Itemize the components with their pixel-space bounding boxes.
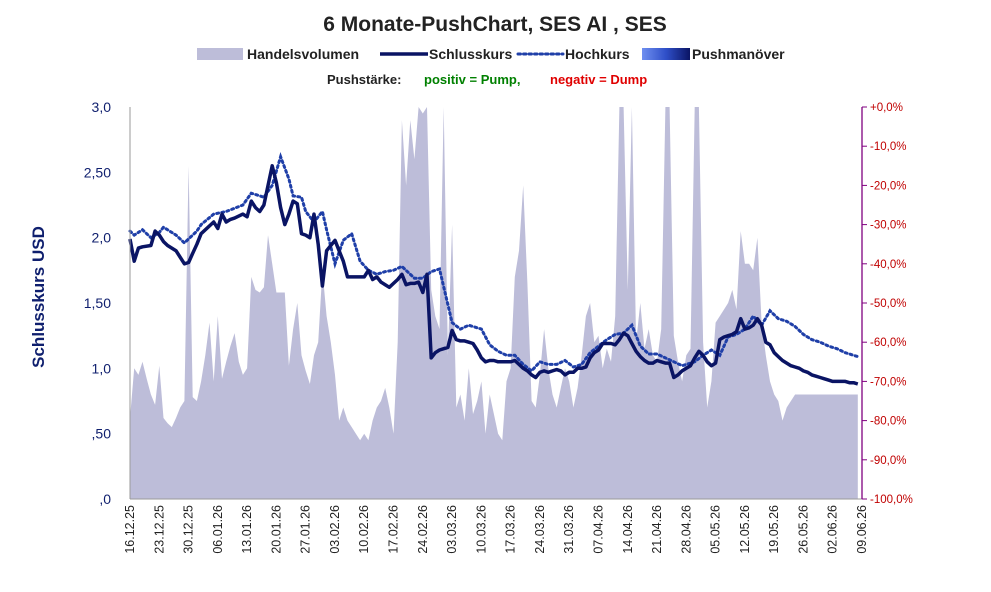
x-ticks: 16.12.25 23.12.25 30.12.25 06.01.26 13.01.26… — [123, 505, 869, 554]
x-tick-label: 24.02.26 — [416, 505, 430, 554]
x-tick-label: 02.06.26 — [826, 505, 840, 554]
x-tick-label: 27.01.26 — [299, 505, 313, 554]
y-left-tick-label: ,0 — [99, 491, 111, 507]
y-left-tick-label: 2,0 — [92, 230, 112, 246]
y-right-tick-label: -60,0% — [870, 337, 906, 349]
legend-volume-swatch — [197, 48, 243, 60]
y-right-tick-label: +0,0% — [870, 102, 903, 114]
x-tick-label: 12.05.26 — [738, 505, 752, 554]
y-right-tick-label: -90,0% — [870, 455, 906, 467]
x-tick-label: 17.03.26 — [504, 505, 518, 554]
pushstaerke-label: Pushstärke: — [327, 72, 401, 87]
x-tick-label: 30.12.25 — [182, 505, 196, 554]
y-left-tick-label: 2,50 — [84, 164, 111, 180]
x-tick-label: 23.12.25 — [152, 505, 166, 554]
x-tick-label: 03.02.26 — [328, 505, 342, 554]
pushstaerke-line: Pushstärke: positiv = Pump, negativ = Du… — [327, 72, 647, 87]
y-right-tick-label: -30,0% — [870, 220, 906, 232]
y-left-tick-label: 1,0 — [92, 360, 112, 376]
x-tick-label: 26.05.26 — [796, 505, 810, 554]
x-tick-label: 16.12.25 — [123, 505, 137, 554]
legend: Handelsvolumen Schlusskurs Hochkurs Push… — [197, 46, 785, 62]
y-left-tick-label: ,50 — [92, 426, 112, 442]
y-right-tick-label: -100,0% — [870, 494, 913, 506]
x-tick-label: 07.04.26 — [592, 505, 606, 554]
y-right-ticks: -100,0% -90,0% -80,0% -70,0% -60,0% -50,0% -40… — [862, 102, 913, 506]
y-left-tick-label: 1,50 — [84, 295, 111, 311]
volume-area-layer — [130, 107, 858, 499]
y-right-tick-label: -70,0% — [870, 376, 906, 388]
close-line — [128, 164, 859, 386]
y-right-tick-label: -20,0% — [870, 180, 906, 192]
x-tick-label: 09.06.26 — [855, 505, 869, 554]
x-tick-label: 03.03.26 — [445, 505, 459, 554]
pushstaerke-positive: positiv = Pump, — [424, 72, 520, 87]
y-left-ticks: ,0 ,50 1,0 1,50 2,0 2,50 3,0 — [84, 99, 111, 507]
legend-push-label: Pushmanöver — [692, 46, 785, 62]
x-tick-label: 10.03.26 — [474, 505, 488, 554]
x-tick-label: 05.05.26 — [709, 505, 723, 554]
x-tick-label: 31.03.26 — [562, 505, 576, 554]
x-tick-label: 28.04.26 — [679, 505, 693, 554]
x-tick-label: 20.01.26 — [269, 505, 283, 554]
pushstaerke-negative: negativ = Dump — [550, 72, 647, 87]
volume-area — [130, 107, 858, 499]
x-tick-label: 24.03.26 — [533, 505, 547, 554]
x-tick-label: 06.01.26 — [211, 505, 225, 554]
x-tick-label: 17.02.26 — [387, 505, 401, 554]
legend-close-label: Schlusskurs — [429, 46, 512, 62]
y-right-tick-label: -10,0% — [870, 141, 906, 153]
chart-title: 6 Monate-PushChart, SES AI , SES — [323, 13, 666, 36]
x-tick-label: 19.05.26 — [767, 505, 781, 554]
y-right-tick-label: -80,0% — [870, 416, 906, 428]
legend-high-label: Hochkurs — [565, 46, 630, 62]
y-axis-label: Schlusskurs USD — [29, 226, 48, 368]
y-left-tick-label: 3,0 — [92, 99, 112, 115]
x-tick-label: 10.02.26 — [357, 505, 371, 554]
legend-push-swatch — [642, 48, 690, 60]
y-right-tick-label: -40,0% — [870, 259, 906, 271]
legend-volume-label: Handelsvolumen — [247, 46, 359, 62]
x-tick-label: 13.01.26 — [240, 505, 254, 554]
y-right-tick-label: -50,0% — [870, 298, 906, 310]
x-tick-label: 14.04.26 — [621, 505, 635, 554]
close-line-layer — [128, 164, 859, 386]
x-tick-label: 21.04.26 — [650, 505, 664, 554]
